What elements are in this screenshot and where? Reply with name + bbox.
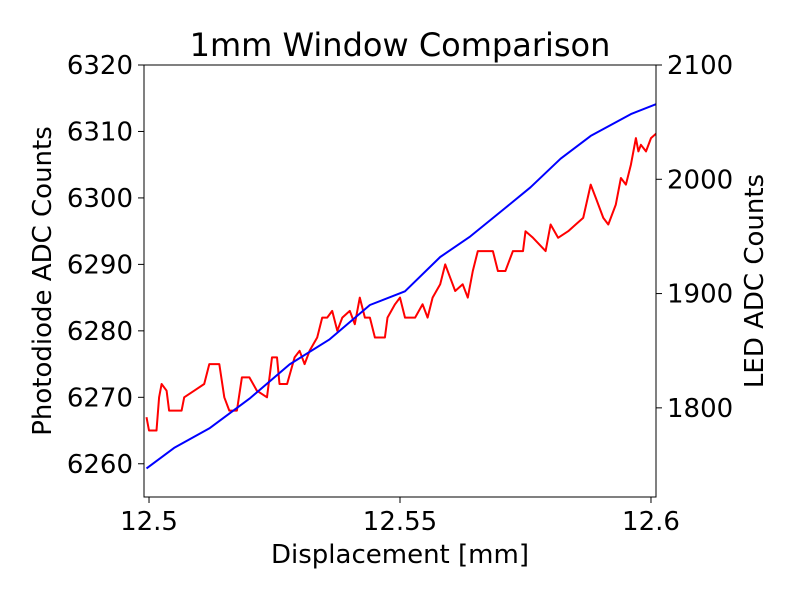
x-axis: 12.5 12.55 12.6 (120, 497, 680, 537)
left-y-tick-label: 6310 (67, 117, 133, 147)
x-axis-label: Displacement [mm] (271, 540, 529, 570)
right-y-tick-label: 1800 (667, 394, 733, 424)
left-y-axis-label: Photodiode ADC Counts (28, 126, 58, 436)
right-y-tick-label: 2000 (667, 165, 733, 195)
right-y-tick-label: 1900 (667, 280, 733, 310)
right-y-axis-label: LED ADC Counts (740, 174, 770, 388)
left-y-tick-label: 6320 (67, 51, 133, 81)
x-tick-label: 12.5 (120, 507, 178, 537)
left-y-axis: 6260 6270 6280 6290 6300 6310 6320 (67, 51, 144, 480)
left-y-tick-label: 6260 (67, 450, 133, 480)
series-line-led (145, 103, 656, 470)
right-y-axis: 1800 1900 2000 2100 (656, 51, 733, 424)
left-y-tick-label: 6280 (67, 317, 133, 347)
left-y-tick-label: 6290 (67, 250, 133, 280)
x-tick-label: 12.55 (363, 507, 437, 537)
left-y-tick-label: 6300 (67, 184, 133, 214)
plot-lines (145, 103, 656, 470)
right-y-tick-label: 2100 (667, 51, 733, 81)
x-tick-label: 12.6 (622, 507, 680, 537)
series-line-photodiode (145, 132, 656, 432)
left-y-tick-label: 6270 (67, 383, 133, 413)
chart-title: 1mm Window Comparison (190, 26, 611, 64)
